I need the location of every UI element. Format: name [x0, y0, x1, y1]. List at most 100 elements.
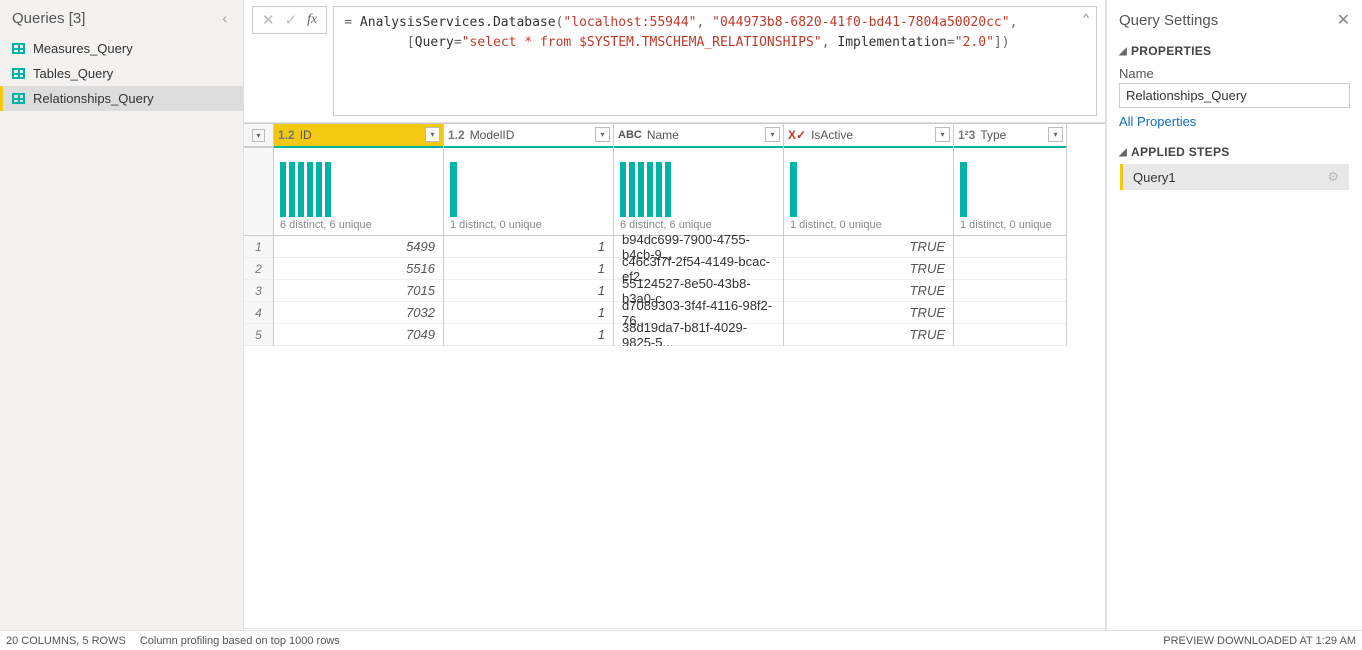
column: 1.2ID▾6 distinct, 6 unique54995516701570…	[274, 124, 444, 346]
profile-label: 6 distinct, 6 unique	[620, 219, 777, 231]
column-filter-icon[interactable]: ▾	[935, 127, 950, 142]
settings-title: Query Settings	[1119, 12, 1218, 29]
type-icon: X✓	[788, 128, 806, 142]
gear-icon[interactable]: ⚙	[1327, 169, 1339, 185]
cell[interactable]	[954, 258, 1066, 280]
cell[interactable]: 1	[444, 280, 613, 302]
collapse-queries-icon[interactable]: ‹	[218, 6, 231, 30]
queries-title: Queries [3]	[12, 10, 85, 27]
column-profile: 1 distinct, 0 unique	[954, 148, 1066, 236]
query-label: Relationships_Query	[33, 91, 154, 106]
profile-label: 1 distinct, 0 unique	[960, 219, 1060, 231]
profile-label: 1 distinct, 0 unique	[790, 219, 947, 231]
column-header[interactable]: X✓ IsActive ▾	[784, 124, 953, 148]
cell[interactable]: TRUE	[784, 324, 953, 346]
all-properties-link[interactable]: All Properties	[1119, 108, 1350, 141]
column-filter-icon[interactable]: ▾	[1048, 127, 1063, 142]
column-name: ModelID	[470, 128, 515, 142]
grid: ▾ 12345 1.2ID▾6 distinct, 6 unique549955…	[244, 123, 1105, 650]
step-label: Query1	[1133, 170, 1176, 185]
query-item[interactable]: Measures_Query	[0, 36, 243, 61]
cell[interactable]	[954, 302, 1066, 324]
column-profile: 6 distinct, 6 unique	[614, 148, 783, 236]
cancel-formula-icon[interactable]: ✕	[259, 11, 278, 29]
formula-controls: ✕ ✓ fx	[252, 6, 327, 34]
cell[interactable]: 5499	[274, 236, 443, 258]
cell[interactable]: 1	[444, 302, 613, 324]
cell[interactable]: TRUE	[784, 236, 953, 258]
queries-panel: Queries [3] ‹ Measures_Query Tables_Query…	[0, 0, 244, 650]
status-columns-rows: 20 COLUMNS, 5 ROWS	[6, 635, 126, 647]
cell[interactable]	[954, 236, 1066, 258]
column-name: IsActive	[811, 128, 853, 142]
type-icon: 1.2	[278, 128, 295, 142]
cell[interactable]: 1	[444, 258, 613, 280]
queries-list: Measures_Query Tables_Query Relationships_…	[0, 36, 243, 111]
table-options-button[interactable]: ▾	[244, 124, 273, 148]
cell[interactable]	[954, 280, 1066, 302]
cell[interactable]: 1	[444, 236, 613, 258]
column-filter-icon[interactable]: ▾	[595, 127, 610, 142]
cell[interactable]: TRUE	[784, 258, 953, 280]
cell[interactable]: 7015	[274, 280, 443, 302]
column-name: ID	[300, 128, 312, 142]
table-icon	[12, 68, 25, 79]
fx-icon[interactable]: fx	[304, 12, 320, 28]
profile-label: 6 distinct, 6 unique	[280, 219, 437, 231]
formula-expand-icon[interactable]: ⌃	[1082, 10, 1090, 30]
status-profiling: Column profiling based on top 1000 rows	[140, 635, 340, 647]
status-preview-time: PREVIEW DOWNLOADED AT 1:29 AM	[1163, 635, 1356, 647]
query-item[interactable]: Tables_Query	[0, 61, 243, 86]
column-profile: 1 distinct, 0 unique	[784, 148, 953, 236]
query-label: Measures_Query	[33, 41, 133, 56]
profile-label: 1 distinct, 0 unique	[450, 219, 607, 231]
column-name: Name	[647, 128, 679, 142]
column-header[interactable]: ABC Name ▾	[614, 124, 783, 148]
column-filter-icon[interactable]: ▾	[425, 127, 440, 142]
type-icon: 1.2	[448, 128, 465, 142]
column-profile: 6 distinct, 6 unique	[274, 148, 443, 236]
cell[interactable]: 1	[444, 324, 613, 346]
cell[interactable]: 38d19da7-b81f-4029-9825-5...	[614, 324, 783, 346]
applied-steps-section[interactable]: ◢APPLIED STEPS	[1119, 141, 1350, 163]
close-settings-icon[interactable]: ✕	[1337, 10, 1350, 30]
table-icon	[12, 43, 25, 54]
formula-text[interactable]: = AnalysisServices.Database("localhost:5…	[333, 6, 1097, 116]
row-number[interactable]: 4	[244, 302, 273, 324]
type-icon: ABC	[618, 129, 642, 141]
row-number[interactable]: 3	[244, 280, 273, 302]
column-header[interactable]: 1.2 ID ▾	[274, 124, 443, 148]
cell[interactable]: TRUE	[784, 280, 953, 302]
query-label: Tables_Query	[33, 66, 113, 81]
column-profile: 1 distinct, 0 unique	[444, 148, 613, 236]
queries-header: Queries [3] ‹	[0, 0, 243, 36]
cell[interactable]	[954, 324, 1066, 346]
applied-step[interactable]: Query1 ⚙	[1120, 164, 1349, 190]
app-root: Queries [3] ‹ Measures_Query Tables_Query…	[0, 0, 1362, 650]
row-number-column: ▾ 12345	[244, 124, 274, 346]
type-icon: 1²3	[958, 128, 975, 142]
column-header[interactable]: 1.2 ModelID ▾	[444, 124, 613, 148]
query-item[interactable]: Relationships_Query	[0, 86, 243, 111]
formula-bar: ✕ ✓ fx = AnalysisServices.Database("loca…	[244, 0, 1105, 123]
settings-header: Query Settings ✕	[1119, 6, 1350, 40]
row-number[interactable]: 1	[244, 236, 273, 258]
column: ABCName▾6 distinct, 6 uniqueb94dc699-790…	[614, 124, 784, 346]
main-area: ✕ ✓ fx = AnalysisServices.Database("loca…	[244, 0, 1106, 650]
cell[interactable]: 7049	[274, 324, 443, 346]
query-settings-panel: Query Settings ✕ ◢PROPERTIES Name All Pr…	[1106, 0, 1362, 650]
status-bar: 20 COLUMNS, 5 ROWS Column profiling base…	[0, 630, 1362, 650]
column: 1²3 Type ▾ 1 distinct, 0 unique	[954, 124, 1067, 346]
properties-section[interactable]: ◢PROPERTIES	[1119, 40, 1350, 62]
row-number[interactable]: 5	[244, 324, 273, 346]
column: X✓IsActive▾1 distinct, 0 uniqueTRUETRUET…	[784, 124, 954, 346]
accept-formula-icon[interactable]: ✓	[282, 11, 301, 29]
row-number[interactable]: 2	[244, 258, 273, 280]
query-name-input[interactable]	[1119, 83, 1350, 108]
column-name: Type	[980, 128, 1006, 142]
cell[interactable]: 5516	[274, 258, 443, 280]
cell[interactable]: TRUE	[784, 302, 953, 324]
column-filter-icon[interactable]: ▾	[765, 127, 780, 142]
cell[interactable]: 7032	[274, 302, 443, 324]
column-header[interactable]: 1²3 Type ▾	[954, 124, 1066, 148]
